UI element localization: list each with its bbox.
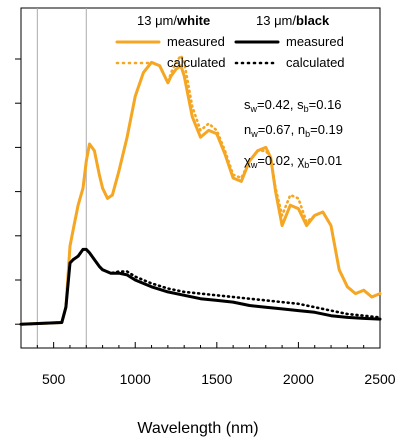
x-tick-label-3: 2000 <box>283 371 314 387</box>
parameter-annotation-0: sw=0.42, sb=0.16 <box>244 97 342 114</box>
legend-label-1-1: calculated <box>286 55 345 70</box>
legend-header-0: 13 μm/white <box>137 13 210 28</box>
legend-label-0-1: calculated <box>167 55 226 70</box>
parameter-annotation-2: χw=0.02, χb=0.01 <box>244 153 342 170</box>
legend-label-1-0: measured <box>286 34 344 49</box>
x-tick-label-2: 1500 <box>201 371 232 387</box>
parameter-annotation-1: nw=0.67, nb=0.19 <box>244 122 343 139</box>
x-tick-label-4: 2500 <box>364 371 395 387</box>
x-axis-title: Wavelength (nm) <box>137 420 258 437</box>
series-line-1 <box>19 54 382 326</box>
x-tick-label-1: 1000 <box>120 371 151 387</box>
legend-header-1: 13 μm/black <box>256 13 330 28</box>
x-tick-label-0: 500 <box>42 371 66 387</box>
series-line-2 <box>19 247 382 326</box>
legend-label-0-0: measured <box>167 34 225 49</box>
series-line-3 <box>19 248 382 326</box>
